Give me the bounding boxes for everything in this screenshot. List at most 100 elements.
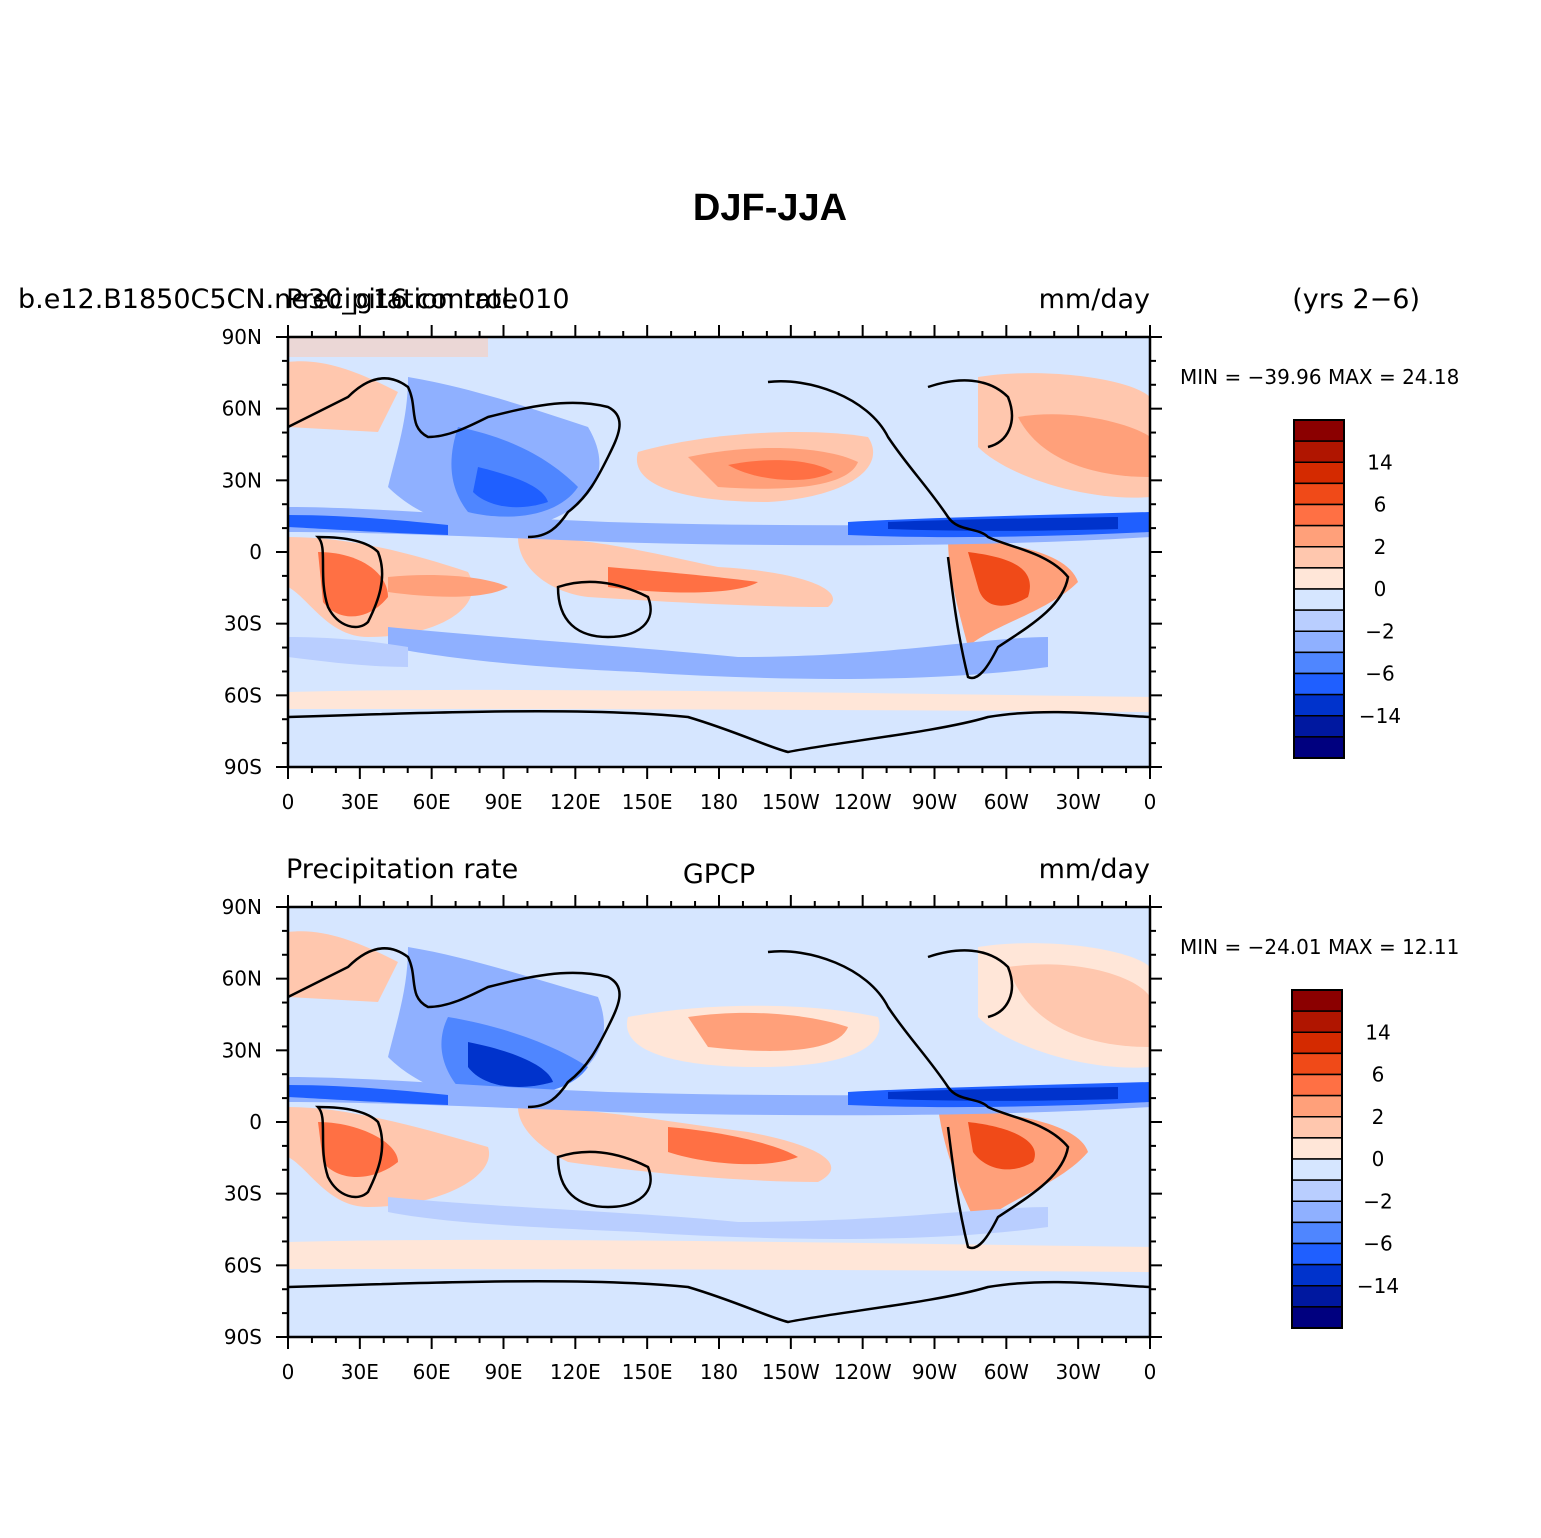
panel-obs-lat-labels: 90N 60N 30N 0 30S 60S 90S <box>222 895 262 1349</box>
lat-label: 30S <box>224 612 262 636</box>
panel-model-title-left: b.e12.B1850C5CN.ne30_g16.control.010 <box>18 284 570 315</box>
lat-label: 90N <box>222 895 262 919</box>
lon-label: 0 <box>282 790 295 814</box>
lon-label: 30W <box>1056 790 1101 814</box>
colorbar-box <box>1293 440 1345 463</box>
panel-obs-ticks <box>276 895 1162 1349</box>
panel-obs-title-left: Precipitation rate <box>286 854 518 885</box>
coastlines <box>288 377 1150 754</box>
lat-label: 60N <box>222 967 262 991</box>
lon-label: 180 <box>700 790 738 814</box>
colorbar-label: 0 <box>1372 1147 1385 1171</box>
lon-label: 90E <box>484 790 522 814</box>
panel-obs-title-center: GPCP <box>683 859 755 890</box>
colorbar-label: −2 <box>1365 619 1394 643</box>
colorbar-box <box>1291 1116 1343 1139</box>
colorbar-label: 6 <box>1372 1063 1385 1087</box>
lon-label: 90E <box>484 1360 522 1384</box>
lat-label: 30N <box>222 1038 262 1062</box>
colorbar-box <box>1291 1306 1343 1329</box>
lon-label: 150E <box>622 1360 673 1384</box>
colorbar-box <box>1291 1179 1343 1202</box>
lon-label: 150W <box>762 790 820 814</box>
panel-model-years: (yrs 2−6) <box>1292 284 1420 315</box>
precip-field <box>288 337 1150 712</box>
lon-label: 60E <box>413 1360 451 1384</box>
lat-label: 0 <box>249 1110 262 1134</box>
precip-field <box>288 931 1150 1272</box>
lon-label: 150W <box>762 1360 820 1384</box>
colorbar-label: −6 <box>1365 662 1394 686</box>
coastlines <box>288 947 1150 1324</box>
colorbar-label: 2 <box>1374 535 1387 559</box>
colorbar-model: 14 6 2 0 −2 −6 −14 <box>1293 419 1401 759</box>
lat-label: 30S <box>224 1182 262 1206</box>
lon-label: 90W <box>912 790 957 814</box>
colorbar-label: 6 <box>1374 493 1387 517</box>
colorbar-label: 2 <box>1372 1105 1385 1129</box>
panel-obs-units: mm/day <box>1039 854 1150 885</box>
colorbar-frame <box>1291 989 1343 1329</box>
colorbar-box <box>1291 989 1343 1012</box>
colorbar-box <box>1291 1094 1343 1118</box>
lat-label: 60S <box>224 683 262 707</box>
colorbar-label: 14 <box>1365 1020 1390 1044</box>
colorbar-box <box>1293 672 1345 696</box>
colorbar-box <box>1293 630 1345 654</box>
lon-label: 120W <box>834 1360 892 1384</box>
colorbar-box <box>1293 715 1345 738</box>
colorbar-box <box>1293 482 1345 506</box>
colorbar-box <box>1291 1221 1343 1245</box>
colorbar-box <box>1293 567 1345 590</box>
panel-model-map <box>288 337 1150 767</box>
colorbar-box <box>1291 1073 1343 1097</box>
colorbar-box <box>1293 651 1345 675</box>
colorbar-box <box>1293 736 1345 759</box>
panel-obs-map <box>288 907 1150 1337</box>
lat-label: 90S <box>224 1325 262 1349</box>
colorbar-box <box>1291 1137 1343 1160</box>
colorbar-label: −14 <box>1357 1274 1399 1298</box>
lon-label: 0 <box>1144 1360 1157 1384</box>
panel-model-lat-labels: 90N 60N 30N 0 30S 60S 90S <box>222 325 262 779</box>
colorbar-box <box>1293 693 1345 717</box>
colorbar-box <box>1291 1263 1343 1287</box>
colorbar-box <box>1291 1031 1343 1055</box>
colorbar-box <box>1291 1052 1343 1076</box>
colorbar-frame <box>1293 419 1345 759</box>
lat-label: 60S <box>224 1253 262 1277</box>
colorbar-label: 0 <box>1374 577 1387 601</box>
colorbar-box <box>1293 588 1345 611</box>
lon-label: 180 <box>700 1360 738 1384</box>
panel-model: b.e12.B1850C5CN.ne30_g16.control.010 Pre… <box>18 284 1459 814</box>
lat-label: 30N <box>222 468 262 492</box>
panel-model-units: mm/day <box>1039 284 1150 315</box>
lon-label: 60W <box>984 790 1029 814</box>
colorbar-box <box>1291 1158 1343 1181</box>
colorbar-box <box>1293 609 1345 632</box>
lon-label: 90W <box>912 1360 957 1384</box>
colorbar-box <box>1291 1200 1343 1224</box>
panel-model-lon-labels: 0 30E 60E 90E 120E 150E 180 150W 120W 90W 60W 30W 0 <box>282 790 1157 814</box>
lon-label: 60E <box>413 790 451 814</box>
colorbar-box <box>1291 1010 1343 1033</box>
lon-label: 30E <box>341 1360 379 1384</box>
lat-label: 90S <box>224 755 262 779</box>
lat-label: 0 <box>249 540 262 564</box>
colorbar-box <box>1293 419 1345 442</box>
lon-label: 60W <box>984 1360 1029 1384</box>
colorbar-box <box>1291 1285 1343 1308</box>
colorbar-obs: 14 6 2 0 −2 −6 −14 <box>1291 989 1399 1329</box>
lon-label: 30W <box>1056 1360 1101 1384</box>
lon-label: 120E <box>550 790 601 814</box>
panel-model-title-overlap: Precipitation rate <box>286 284 518 315</box>
panel-model-ticks <box>276 325 1162 779</box>
lat-label: 90N <box>222 325 262 349</box>
colorbar-label: −6 <box>1363 1232 1392 1256</box>
lon-label: 120E <box>550 1360 601 1384</box>
lon-label: 0 <box>1144 790 1157 814</box>
lon-label: 150E <box>622 790 673 814</box>
panel-obs: Precipitation rate GPCP mm/day MIN = −24… <box>222 854 1460 1384</box>
colorbar-label: 14 <box>1367 450 1392 474</box>
